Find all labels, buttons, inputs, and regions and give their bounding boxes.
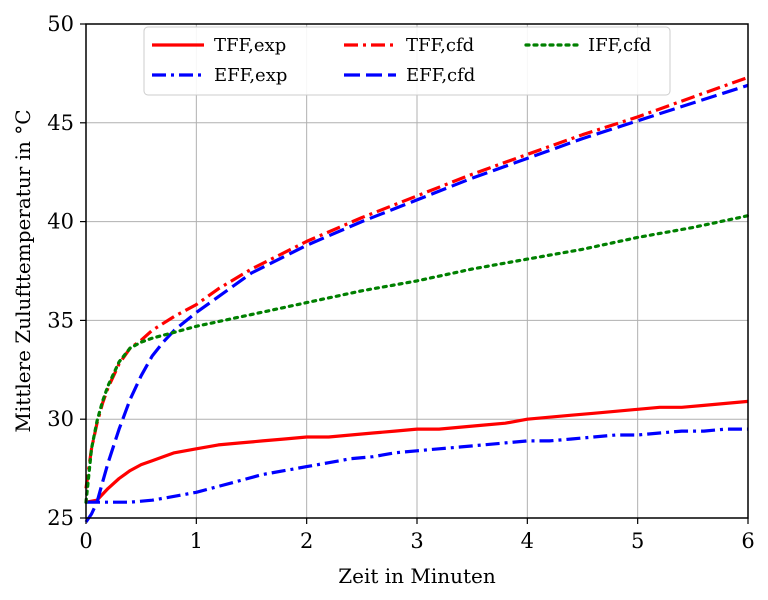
- series-line-tff-exp: [85, 399, 749, 504]
- legend-label: EFF,exp: [214, 65, 287, 86]
- y-axis-label: Mittlere Zulufttemperatur in °C: [11, 109, 35, 432]
- series-layer: [84, 75, 750, 523]
- series-line-tff-cfd: [84, 75, 749, 489]
- legend-box: [143, 26, 671, 96]
- legend-label: EFF,cfd: [406, 65, 475, 86]
- x-tick-label: 0: [79, 529, 92, 553]
- legend-label: IFF,cfd: [588, 35, 651, 56]
- legend-label: TFF,exp: [214, 35, 286, 56]
- x-axis-label: Zeit in Minuten: [338, 564, 496, 588]
- y-tick-label: 50: [47, 12, 74, 36]
- x-tick-label: 5: [631, 529, 644, 553]
- x-tick-label: 1: [190, 529, 203, 553]
- x-tick-label: 2: [300, 529, 313, 553]
- grid-lines: [85, 23, 749, 519]
- legend-label: TFF,cfd: [406, 35, 474, 56]
- series-line-eff-exp: [86, 427, 748, 504]
- y-tick-label: 40: [47, 210, 74, 234]
- legend: TFF,exp EFF,exp TFF,cfd EFF,cfd IFF,cfd: [143, 26, 671, 96]
- x-tick-label: 6: [741, 529, 754, 553]
- y-tick-label: 45: [47, 111, 74, 135]
- y-tick-label: 30: [47, 407, 74, 431]
- y-tick-label: 35: [47, 308, 74, 332]
- x-tick-label: 3: [410, 529, 423, 553]
- series-line-iff-cfd: [84, 214, 750, 504]
- y-tick-label: 25: [47, 506, 74, 530]
- x-tick-label: 4: [521, 529, 534, 553]
- series-line-eff-cfd: [84, 83, 749, 523]
